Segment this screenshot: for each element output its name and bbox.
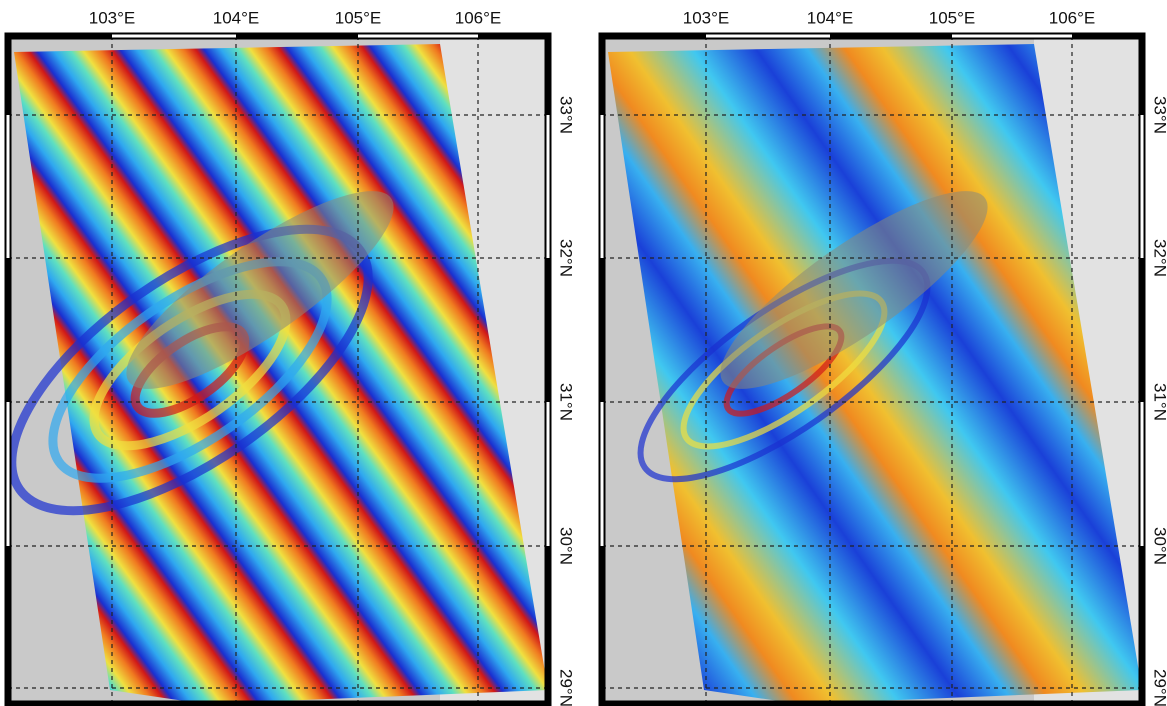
- map-panel: 103°E 104°E 105°E 106°E 33°N 32°N 31°N 30°N 29°N: [0, 8, 576, 706]
- latitude-label: 31°N: [557, 383, 576, 421]
- latitude-label: 33°N: [1151, 96, 1167, 134]
- latitude-label: 29°N: [1151, 669, 1167, 706]
- longitude-label: 103°E: [683, 8, 730, 27]
- latitude-label: 30°N: [557, 527, 576, 565]
- latitude-label: 32°N: [557, 239, 576, 277]
- longitude-label: 106°E: [455, 8, 502, 27]
- latitude-label: 29°N: [557, 669, 576, 706]
- latitude-label: 32°N: [1151, 239, 1167, 277]
- longitude-label: 105°E: [929, 8, 976, 27]
- longitude-label: 106°E: [1049, 8, 1096, 27]
- longitude-label: 103°E: [89, 8, 136, 27]
- longitude-label: 104°E: [213, 8, 260, 27]
- latitude-label: 33°N: [557, 96, 576, 134]
- longitude-label: 104°E: [807, 8, 854, 27]
- map-figure: 103°E 104°E 105°E 106°E 33°N 32°N 31°N 30°N 29°N…: [0, 0, 1167, 706]
- map-panel: 103°E 104°E 105°E 106°E 33°N 32°N 31°N 30°N 29°N: [602, 8, 1167, 706]
- latitude-label: 30°N: [1151, 527, 1167, 565]
- longitude-label: 105°E: [335, 8, 382, 27]
- latitude-label: 31°N: [1151, 383, 1167, 421]
